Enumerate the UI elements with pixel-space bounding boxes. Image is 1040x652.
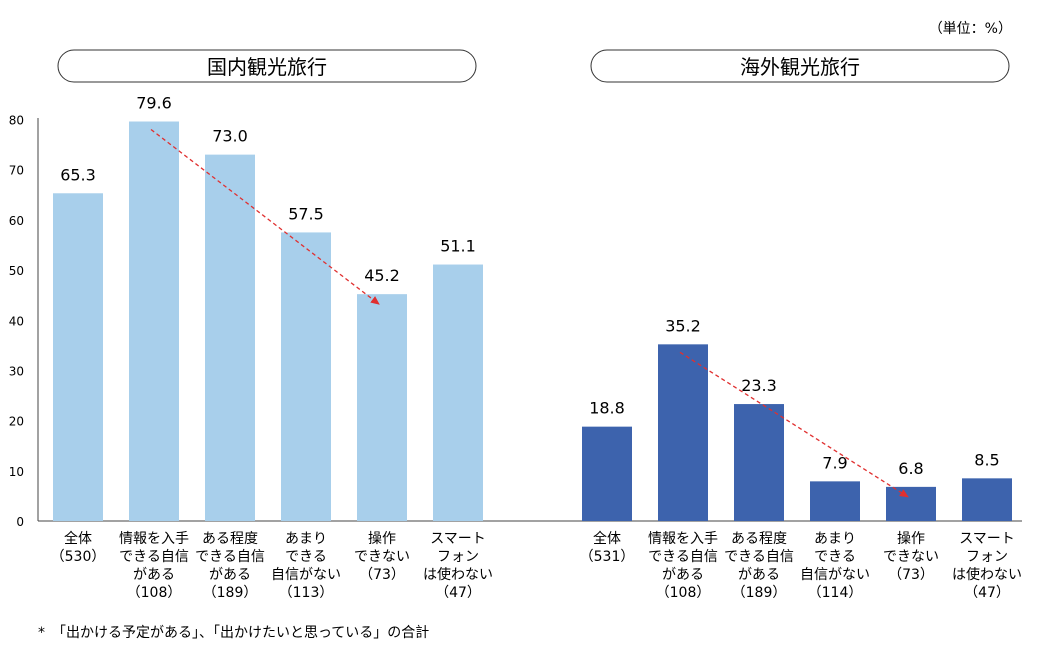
bar <box>53 193 103 521</box>
overseas-title-box <box>590 49 1010 83</box>
trend-arrow <box>679 351 909 498</box>
data-label: 23.3 <box>741 376 777 395</box>
data-label: 57.5 <box>288 204 324 223</box>
bar <box>357 294 407 521</box>
trend-arrow <box>150 128 380 305</box>
x-tick-label: 操作できない（73） <box>883 531 939 583</box>
footnote: * 「出かける予定がある」、「出かけたいと思っている」の合計 <box>38 625 429 641</box>
x-labels: 全体（530）情報を入手できる自信がある（108）ある程度できる自信がある（18… <box>51 530 1022 601</box>
overseas-title: 海外観光旅行 <box>740 55 860 79</box>
x-tick-label: スマートフォンは使わない（47） <box>952 531 1022 601</box>
domestic-title: 国内観光旅行 <box>207 55 327 79</box>
y-tick-label: 70 <box>9 164 24 178</box>
data-label: 7.9 <box>822 453 847 472</box>
trend-arrows <box>150 128 909 498</box>
bar <box>433 264 483 521</box>
bar <box>129 121 179 521</box>
x-tick-label: ある程度できる自信がある（189） <box>724 531 794 601</box>
x-tick-label: あまりできる自信がない（114） <box>800 531 870 601</box>
data-label: 79.6 <box>136 94 172 113</box>
data-label: 6.8 <box>898 459 923 478</box>
bar <box>810 481 860 521</box>
x-tick-label: 操作できない（73） <box>354 531 410 583</box>
bar <box>962 478 1012 521</box>
x-tick-label: 全体（531） <box>580 530 635 565</box>
data-label: 8.5 <box>974 450 999 469</box>
data-label: 73.0 <box>212 127 248 146</box>
data-label: 35.2 <box>665 316 701 335</box>
data-label: 18.8 <box>589 399 625 418</box>
x-tick-label: 情報を入手できる自信がある（108） <box>648 531 718 601</box>
x-tick-label: スマートフォンは使わない（47） <box>423 531 493 601</box>
bar <box>582 426 632 521</box>
x-tick-label: あまりできる自信がない（113） <box>271 531 341 601</box>
x-tick-label: 全体（530） <box>51 530 106 565</box>
y-tick-label: 30 <box>9 364 24 378</box>
y-tick-label: 50 <box>9 264 24 278</box>
y-tick-label: 40 <box>9 314 24 328</box>
x-tick-label: 情報を入手できる自信がある（108） <box>119 531 189 601</box>
data-label: 65.3 <box>60 165 96 184</box>
bar <box>205 154 255 521</box>
bar <box>658 344 708 521</box>
unit-note: （単位：%） <box>929 21 1012 37</box>
domestic-title-box <box>57 49 477 83</box>
y-tick-label: 0 <box>16 515 24 529</box>
bar <box>886 486 936 521</box>
value-labels: 65.3 79.6 73.0 57.5 45.2 51.1 18.8 35.2 23.3 7.9 6… <box>60 94 1000 478</box>
data-label: 45.2 <box>364 266 400 285</box>
y-tick-label: 80 <box>9 114 24 128</box>
bar <box>281 232 331 521</box>
y-tick-label: 20 <box>9 415 24 429</box>
x-tick-label: ある程度できる自信がある（189） <box>195 531 265 601</box>
bar <box>734 404 784 521</box>
bars <box>53 121 1012 521</box>
y-tick-label: 60 <box>9 214 24 228</box>
y-ticks: 0 10 20 30 40 50 60 70 80 <box>9 114 24 530</box>
data-label: 51.1 <box>440 237 476 256</box>
y-tick-label: 10 <box>9 465 24 479</box>
